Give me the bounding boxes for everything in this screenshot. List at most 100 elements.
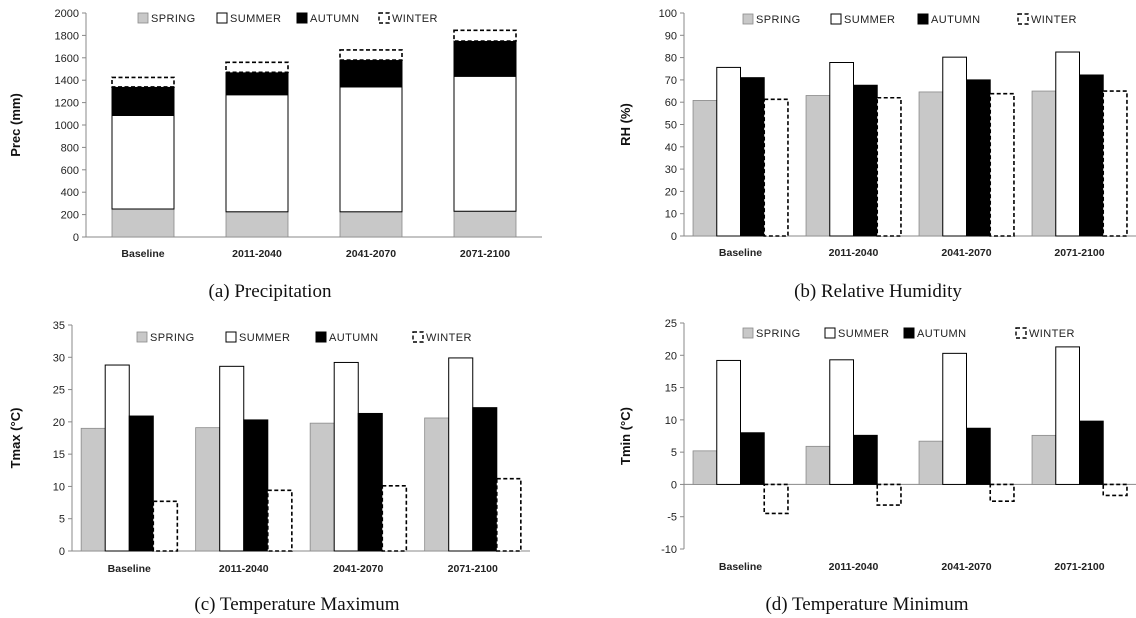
- bar-winter-2011-2040: [876, 483, 902, 506]
- y-tick-label: 1600: [55, 53, 79, 65]
- y-tick-label: 200: [61, 210, 79, 222]
- x-category-label: 2071-2100: [460, 248, 510, 260]
- legend-label-winter: WINTER: [1031, 14, 1077, 26]
- bar-spring-baseline: [111, 208, 175, 238]
- chart-panel-4: -10 -5 0 5 10 15 20 25 Tmin (°C) Baseline 2011-204…: [618, 318, 1136, 615]
- legend-swatch-autumn: [296, 12, 308, 24]
- x-category-label: 2011-2040: [232, 248, 282, 260]
- x-category-label: Baseline: [719, 561, 762, 573]
- x-category-label: 2011-2040: [829, 247, 879, 259]
- legend-label-spring: SPRING: [756, 328, 801, 340]
- bar-summer-2041-2070: [333, 361, 359, 552]
- y-tick-label: 5: [671, 447, 677, 459]
- bar-winter-2041-2070: [989, 92, 1015, 237]
- legend-swatch-autumn: [315, 331, 327, 343]
- legend-label-autumn: AUTUMN: [329, 332, 378, 344]
- bar-spring-2041-2070: [339, 211, 403, 238]
- legend-label-summer: SUMMER: [239, 332, 290, 344]
- y-axis-label: Prec (mm): [8, 93, 23, 157]
- bar-autumn-2011-2040: [853, 434, 878, 485]
- legend-swatch-autumn: [917, 13, 929, 25]
- y-tick-label: 20: [53, 417, 65, 429]
- bar-autumn-2011-2040: [853, 84, 878, 237]
- bar-winter-baseline: [111, 76, 175, 88]
- bar-autumn-2071-2100: [453, 40, 517, 77]
- y-tick-label: 0: [671, 479, 677, 491]
- y-tick-label: 1000: [55, 120, 79, 132]
- legend-label-winter: WINTER: [1029, 328, 1075, 340]
- bar-summer-2071-2100: [1055, 346, 1081, 485]
- y-tick-label: 1200: [55, 98, 79, 110]
- legend-label-summer: SUMMER: [838, 328, 889, 340]
- x-category-label: Baseline: [121, 248, 164, 260]
- y-tick-label: 1400: [55, 75, 79, 87]
- y-tick-label: 0: [73, 232, 79, 244]
- panel-caption: (b) Relative Humidity: [794, 281, 962, 302]
- legend-swatch-spring: [137, 12, 149, 24]
- x-category-label: Baseline: [719, 247, 762, 259]
- y-tick-label: 15: [665, 383, 677, 395]
- x-category-label: Baseline: [108, 563, 151, 575]
- bar-summer-2011-2040: [829, 62, 855, 237]
- panel-caption: (a) Precipitation: [209, 281, 332, 302]
- legend-swatch-winter: [412, 331, 424, 343]
- bar-autumn-baseline: [740, 77, 765, 237]
- bar-summer-2041-2070: [942, 352, 968, 485]
- bar-autumn-2011-2040: [225, 71, 289, 96]
- y-tick-label: 100: [659, 8, 677, 20]
- bar-summer-2011-2040: [219, 365, 245, 552]
- bar-summer-baseline: [111, 114, 175, 210]
- y-tick-label: 80: [665, 53, 677, 65]
- legend-swatch-summer: [824, 327, 836, 339]
- y-tick-label: -10: [661, 544, 677, 556]
- x-category-label: 2071-2100: [1054, 561, 1104, 573]
- legend-swatch-spring: [742, 327, 754, 339]
- panel-caption: (d) Temperature Minimum: [765, 594, 968, 615]
- legend-label-spring: SPRING: [151, 13, 196, 25]
- chart-panel-3: 0 5 10 15 20 25 30 35 Tmax (°C) Baseline 2011-2040…: [8, 320, 530, 615]
- bar-spring-2011-2040: [805, 95, 831, 237]
- legend-label-autumn: AUTUMN: [931, 14, 980, 26]
- bar-summer-2071-2100: [453, 75, 517, 212]
- y-tick-label: 0: [59, 546, 65, 558]
- legend-label-winter: WINTER: [426, 332, 472, 344]
- legend-swatch-winter: [1017, 13, 1029, 25]
- bar-winter-2071-2100: [495, 477, 522, 552]
- x-category-label: 2071-2100: [1054, 247, 1104, 259]
- legend-label-autumn: AUTUMN: [917, 328, 966, 340]
- legend-label-spring: SPRING: [756, 14, 801, 26]
- bar-autumn-2041-2070: [339, 59, 403, 88]
- bar-spring-2041-2070: [918, 440, 944, 485]
- bar-autumn-2041-2070: [966, 79, 991, 237]
- y-tick-label: 10: [665, 209, 677, 221]
- bar-spring-2071-2100: [453, 210, 517, 238]
- bar-summer-2011-2040: [829, 359, 855, 485]
- bar-summer-2041-2070: [339, 86, 403, 213]
- legend-swatch-autumn: [903, 327, 915, 339]
- legend-swatch-winter: [1015, 327, 1027, 339]
- y-axis-label: Tmax (°C): [8, 408, 23, 469]
- x-category-label: 2071-2100: [448, 563, 498, 575]
- y-tick-label: 10: [53, 481, 65, 493]
- y-tick-label: 15: [53, 449, 65, 461]
- legend-label-winter: WINTER: [392, 13, 438, 25]
- bar-autumn-2071-2100: [1079, 420, 1104, 485]
- y-tick-label: 0: [671, 231, 677, 243]
- legend-swatch-summer: [830, 13, 842, 25]
- bar-autumn-2071-2100: [472, 407, 498, 552]
- y-tick-label: 90: [665, 30, 677, 42]
- y-tick-label: 30: [665, 164, 677, 176]
- legend-label-autumn: AUTUMN: [310, 13, 359, 25]
- y-axis-label: RH (%): [618, 103, 633, 146]
- bar-spring-baseline: [692, 450, 718, 485]
- bar-spring-2041-2070: [309, 422, 335, 552]
- bar-winter-baseline: [152, 500, 179, 552]
- bar-winter-2041-2070: [989, 483, 1015, 503]
- bar-winter-2041-2070: [339, 49, 403, 61]
- bar-spring-2011-2040: [225, 211, 289, 238]
- chart-panel-2: 0 10 20 30 40 50 60 70 80 90 100 RH (%) Baseline 2011…: [618, 8, 1136, 302]
- bar-autumn-baseline: [128, 415, 154, 552]
- y-tick-label: 400: [61, 187, 79, 199]
- bar-autumn-2011-2040: [243, 419, 269, 552]
- bar-spring-2071-2100: [1031, 90, 1057, 237]
